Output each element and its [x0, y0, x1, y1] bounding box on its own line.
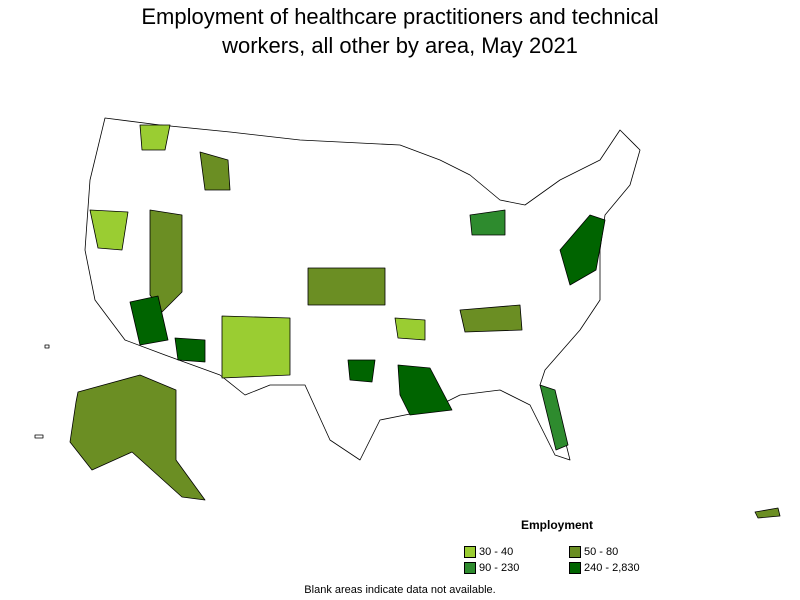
region — [307, 267, 386, 306]
map-title: Employment of healthcare practitioners a… — [141, 4, 659, 58]
region — [199, 151, 231, 191]
legend-item: 30 - 40 — [464, 545, 513, 559]
region — [469, 209, 506, 236]
legend-swatch — [569, 562, 581, 575]
region — [394, 317, 426, 341]
legend-item: 240 - 2,830 — [569, 561, 640, 575]
region — [559, 214, 606, 286]
region — [149, 209, 183, 313]
region — [347, 359, 376, 383]
legend-swatch — [464, 562, 476, 575]
island — [34, 434, 44, 439]
region — [69, 374, 206, 501]
region — [539, 384, 569, 451]
footnote: Blank areas indicate data not available. — [304, 584, 496, 596]
legend-swatch — [569, 546, 581, 559]
legend-label: 30 - 40 — [479, 546, 514, 558]
region — [221, 315, 291, 379]
legend-label: 90 - 230 — [479, 562, 520, 574]
region — [397, 364, 453, 416]
region — [139, 124, 171, 151]
region — [174, 337, 206, 363]
legend-label: 50 - 80 — [584, 546, 619, 558]
region — [754, 507, 781, 519]
island — [44, 344, 50, 349]
region — [459, 304, 523, 333]
legend-title: Employment — [521, 518, 594, 532]
region — [129, 295, 169, 346]
region — [89, 209, 129, 251]
legend-item: 90 - 230 — [464, 561, 519, 575]
legend-swatch — [464, 546, 476, 559]
legend-label: 240 - 2,830 — [584, 562, 640, 574]
legend-item: 50 - 80 — [569, 545, 618, 559]
